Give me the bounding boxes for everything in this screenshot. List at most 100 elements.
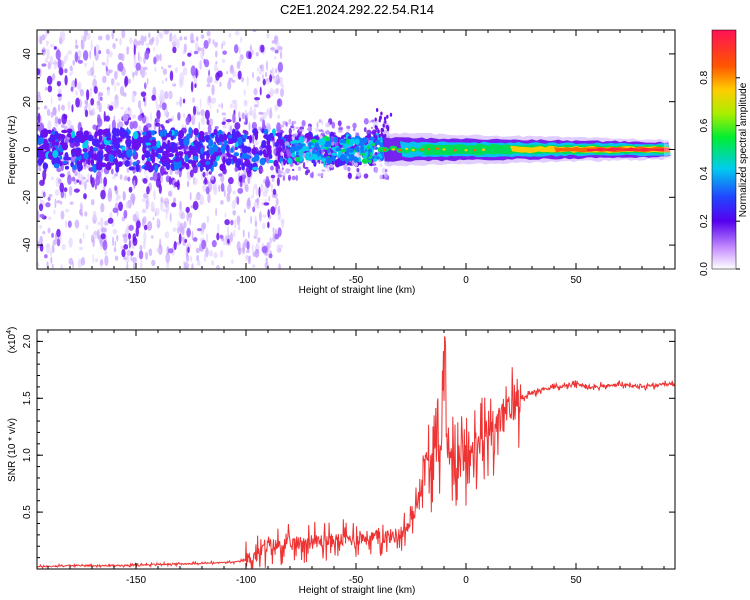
y-tick-label: 0 — [22, 146, 33, 152]
spectrogram-speckle — [44, 86, 48, 91]
snr-panel: -150 -100 -50 0 50 0.5 1.0 1.5 2.0 Height of st… — [6, 327, 676, 596]
spectrogram-speckle — [172, 83, 177, 87]
spectrogram-band-blob — [55, 141, 60, 146]
spectrogram-speckle — [79, 88, 84, 97]
spectrogram-blob — [71, 104, 74, 113]
spectrogram-knot-core — [411, 148, 415, 152]
spectrogram-spike — [377, 129, 380, 134]
spectrogram-blob — [184, 238, 188, 244]
spectrogram-cyan-blob — [327, 157, 331, 164]
spectrogram-speckle — [111, 30, 115, 40]
spectrogram-transition-blob — [288, 175, 291, 178]
spectrogram-blob — [135, 226, 139, 238]
spectrogram-speckle — [45, 244, 50, 248]
spectrogram-transition-blob — [331, 132, 336, 136]
spectrogram-band-blob — [273, 159, 279, 167]
spectrogram-speckle — [194, 195, 198, 203]
spectrogram-speckle — [242, 245, 246, 255]
spectrogram-speckle — [143, 66, 148, 71]
spectrogram-band-blob — [89, 145, 94, 153]
spectrogram-speckle — [280, 88, 284, 98]
spectrogram-speckle — [93, 230, 98, 240]
spectrogram-speckle — [215, 207, 217, 217]
spectrogram-transition-blob — [285, 144, 289, 151]
spectrogram-blob — [187, 246, 190, 253]
spectrogram-speckle — [266, 60, 268, 72]
spectrogram-speckle — [128, 106, 130, 112]
spectrogram-band-blob — [112, 158, 119, 164]
spectrogram-transition-blob — [280, 124, 284, 128]
spectrogram-cyan-blob — [349, 138, 356, 145]
spectrogram-blob — [57, 118, 62, 125]
spectrogram-band-blob — [174, 143, 178, 150]
spectrogram-speckle — [57, 88, 62, 94]
spectrogram-speckle — [265, 80, 270, 85]
spectrogram-blob — [185, 116, 190, 126]
spectrogram-band-blob — [249, 134, 253, 144]
spectrogram-speckle — [190, 40, 195, 44]
spectrogram-band-layer — [587, 147, 671, 152]
spectrogram-speckle — [209, 75, 213, 84]
spectrogram-speckle — [250, 215, 252, 225]
spectrogram-speckle — [130, 254, 133, 262]
spectrogram-blob — [207, 123, 212, 135]
spectrogram-transition-blob — [347, 166, 351, 172]
spectrogram-blob — [237, 187, 244, 194]
spectrogram-speckle — [150, 201, 155, 212]
spectrogram-speckle — [215, 181, 217, 193]
spectrogram-blob — [254, 96, 261, 101]
spectrogram-blob — [78, 180, 82, 185]
spectrogram-speckle — [37, 106, 40, 111]
spectrogram-speckle — [89, 50, 92, 60]
spectrogram-transition-blob — [363, 163, 367, 167]
spectrogram-blob — [99, 96, 103, 101]
spectrogram-speckle — [63, 55, 67, 65]
spectrogram-blob — [277, 61, 284, 73]
spectrogram-speckle — [217, 223, 220, 233]
spectrogram-speckle — [181, 212, 185, 220]
spectrogram-cyan-blob — [321, 157, 327, 162]
spectrogram-blob — [112, 207, 119, 214]
spectrogram-band-blob — [242, 145, 247, 155]
spectrogram-blob — [204, 177, 208, 185]
spectrogram-blob — [100, 189, 106, 200]
spectrogram-band-blob — [151, 155, 156, 164]
spectrogram-speckle — [61, 244, 66, 251]
spectrogram-cyan-blob — [306, 151, 312, 156]
spectrogram-speckle — [196, 191, 201, 201]
spectrogram-blob — [228, 177, 234, 185]
spectrogram-speckle — [269, 88, 275, 97]
snr-background — [37, 330, 675, 569]
spectrogram-speckle — [275, 68, 278, 74]
spectrogram-speckle — [258, 210, 262, 222]
spectrogram-transition-blob — [293, 133, 298, 137]
spectrogram-speckle — [64, 192, 67, 199]
spectrogram-blob — [146, 186, 150, 195]
spectrogram-speckle — [253, 104, 259, 108]
spectrogram-band-blob — [51, 139, 56, 147]
y-tick-label: 2.0 — [22, 334, 33, 348]
spectrogram-band-blob — [225, 144, 230, 153]
spectrogram-band-blob — [115, 163, 120, 173]
spectrogram-band-blob — [37, 136, 44, 145]
spectrogram-speckle — [229, 103, 233, 109]
spectrogram-speckle — [37, 210, 40, 222]
spectrogram-speckle — [132, 71, 135, 78]
spectrogram-band-blob — [252, 166, 259, 171]
spectrogram-band-blob — [192, 155, 199, 161]
spectrogram-band-blob — [222, 156, 226, 165]
spectrogram-band-blob — [53, 163, 60, 169]
spectrogram-band-blob — [52, 150, 59, 159]
spectrogram-band-blob — [233, 152, 240, 157]
spectrogram-band-blob — [49, 136, 55, 140]
spectrogram-speckle — [182, 241, 186, 246]
spectrogram-speckle — [212, 182, 216, 191]
spectrogram-speckle — [179, 222, 183, 234]
spectrogram-speckle — [201, 116, 205, 125]
spectrogram-speckle — [112, 175, 116, 180]
spectrogram-speckle — [230, 232, 233, 243]
spectrogram-speckle — [266, 108, 271, 116]
spectrogram-band-blob — [60, 141, 65, 146]
spectrogram-spike — [380, 111, 383, 116]
spectrogram-speckle — [85, 97, 89, 109]
